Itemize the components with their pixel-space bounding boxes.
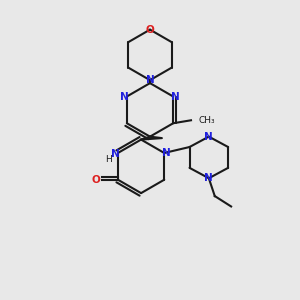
Text: N: N bbox=[162, 148, 171, 158]
Text: N: N bbox=[146, 75, 154, 85]
Text: N: N bbox=[111, 149, 119, 160]
Text: CH₃: CH₃ bbox=[198, 116, 215, 125]
Text: O: O bbox=[91, 175, 100, 185]
Text: N: N bbox=[171, 92, 180, 101]
Text: N: N bbox=[205, 173, 213, 183]
Text: O: O bbox=[146, 25, 154, 34]
Text: N: N bbox=[205, 132, 213, 142]
Text: N: N bbox=[120, 92, 129, 101]
Text: H: H bbox=[105, 155, 112, 164]
